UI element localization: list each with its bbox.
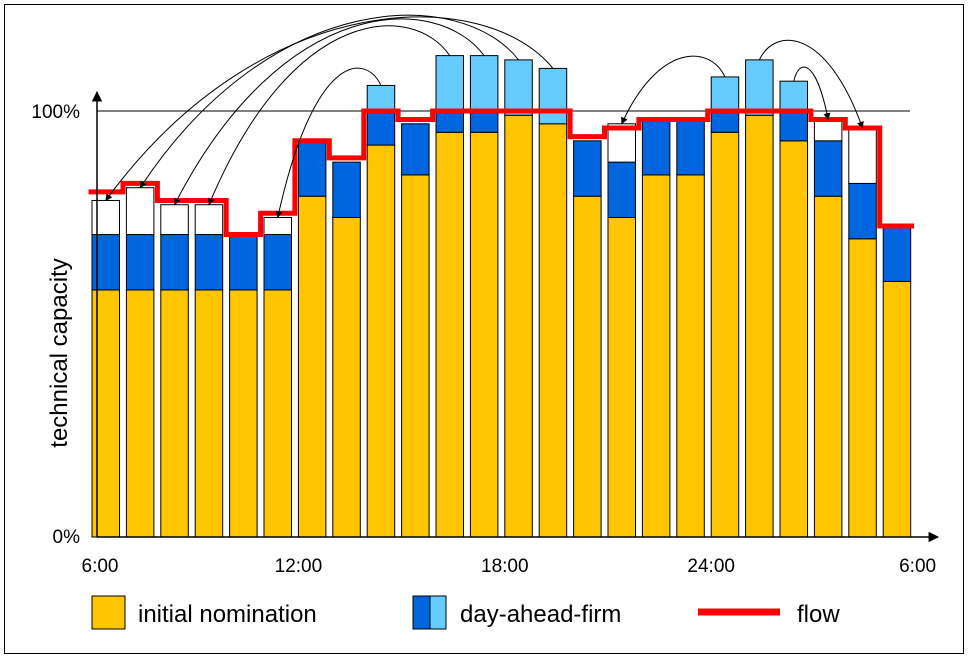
bar-day-ahead-firm-light-12 [504,59,533,116]
bar-initial-nomination-11 [469,131,499,538]
bar-day-ahead-firm-11 [469,110,499,133]
bar-initial-nomination-6 [297,195,327,538]
y-tick-label-0: 0% [53,527,81,548]
bar-remaining-22 [848,127,877,184]
transfer-arrow-4 [275,67,382,219]
bar-day-ahead-firm-light-20 [779,80,808,112]
bar-day-ahead-firm-0 [91,234,120,291]
transfer-arrow-0 [105,16,554,202]
bar-initial-nomination-0 [91,289,120,538]
flow-line [88,108,915,237]
bar-day-ahead-firm-23 [882,225,912,282]
bar-day-ahead-firm-light-8 [366,84,396,112]
x-tick-label-1: 12:00 [275,556,323,577]
bar-initial-nomination-17 [676,174,705,538]
legend: initial nomination day-ahead-firm flow [91,595,840,630]
transfer-arrow-2 [174,18,485,206]
bar-day-ahead-firm-light-19 [745,59,774,116]
bar-initial-nomination-12 [504,114,533,538]
bar-remaining-3 [194,204,224,236]
bar-initial-nomination-2 [160,289,189,538]
bar-day-ahead-firm-14 [573,140,602,197]
x-tick-label-4: 6:00 [899,556,936,577]
chart-frame [4,4,964,654]
bar-day-ahead-firm-light-13 [538,67,568,125]
x-tick-label-3: 24:00 [687,556,735,577]
legend-label-flow: flow [797,601,840,628]
bar-initial-nomination-22 [848,238,877,538]
bar-initial-nomination-21 [813,195,843,538]
legend-label-dayahead: day-ahead-firm [460,601,621,628]
bar-day-ahead-firm-16 [641,119,671,176]
bar-initial-nomination-8 [366,144,396,538]
legend-swatch-dayahead-light [429,595,447,630]
transfer-arrow-5 [621,55,726,125]
bar-day-ahead-firm-3 [194,234,224,291]
transfer-arrow-6 [793,66,831,121]
legend-swatch-dayahead-dark [412,595,431,630]
bar-remaining-1 [125,187,155,236]
bar-day-ahead-firm-8 [366,110,396,146]
y-axis-title: technical capacity [46,258,73,447]
legend-label-initial: initial nomination [138,601,317,628]
bar-initial-nomination-18 [710,131,740,538]
transfer-arrow-3 [208,25,451,206]
bar-day-ahead-firm-20 [779,110,808,142]
bar-initial-nomination-15 [607,217,636,538]
x-tick-label-2: 18:00 [481,556,529,577]
bar-day-ahead-firm-light-18 [710,76,740,112]
bar-day-ahead-firm-18 [710,110,740,133]
bar-remaining-2 [160,204,189,236]
bar-day-ahead-firm-2 [160,234,189,291]
bar-day-ahead-firm-light-10 [435,55,464,112]
bar-day-ahead-firm-17 [676,119,705,176]
bar-remaining-5 [263,217,292,236]
legend-swatch-initial [91,595,126,630]
bar-initial-nomination-4 [229,289,258,538]
bar-initial-nomination-13 [538,123,568,538]
bar-day-ahead-firm-1 [125,234,155,291]
transfer-arrow-7 [758,39,864,129]
bar-initial-nomination-1 [125,289,155,538]
bar-day-ahead-firm-22 [848,182,877,240]
bar-initial-nomination-7 [332,217,361,538]
bar-day-ahead-firm-4 [229,234,258,291]
bar-initial-nomination-14 [573,195,602,538]
bar-day-ahead-firm-5 [263,234,292,291]
bar-remaining-21 [813,119,843,142]
bar-initial-nomination-20 [779,140,808,538]
y-tick-label-100: 100% [31,102,80,123]
bar-remaining-0 [91,199,120,236]
transfer-arrow-1 [139,14,519,189]
x-tick-label-0: 6:00 [82,556,119,577]
bar-day-ahead-firm-9 [401,123,430,176]
bar-initial-nomination-19 [745,114,774,538]
bar-day-ahead-firm-15 [607,161,636,218]
bar-initial-nomination-9 [401,174,430,538]
bar-day-ahead-firm-light-11 [469,55,499,112]
bar-day-ahead-firm-21 [813,140,843,197]
bar-initial-nomination-10 [435,131,464,538]
bar-initial-nomination-23 [882,280,912,538]
bar-day-ahead-firm-10 [435,110,464,133]
bar-day-ahead-firm-6 [297,140,327,197]
bar-initial-nomination-3 [194,289,224,538]
bar-day-ahead-firm-7 [332,161,361,218]
bar-initial-nomination-16 [641,174,671,538]
bar-initial-nomination-5 [263,289,292,538]
